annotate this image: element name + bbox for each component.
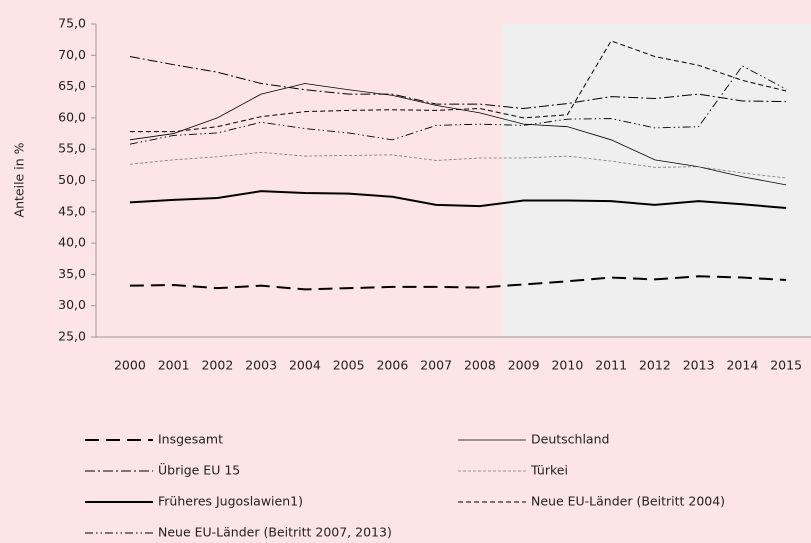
x-tick-label: 2015	[770, 358, 802, 373]
x-tick-label: 2003	[245, 358, 277, 373]
y-axis-label: Anteile in %	[12, 142, 27, 217]
x-tick-label: 2004	[289, 358, 321, 373]
x-tick-label: 2000	[114, 358, 146, 373]
shaded-region	[501, 24, 811, 337]
y-tick-label: 75,0	[58, 16, 86, 31]
x-tick-label: 2014	[726, 358, 758, 373]
y-tick-label: 60,0	[58, 109, 86, 124]
x-tick-label: 2009	[508, 358, 540, 373]
legend-label: Früheres Jugoslawien1)	[158, 494, 303, 509]
x-tick-label: 2011	[595, 358, 627, 373]
y-tick-label: 65,0	[58, 78, 86, 93]
series-line	[129, 40, 787, 133]
x-tick-label: 2013	[683, 358, 715, 373]
y-tick-label: 50,0	[58, 172, 86, 187]
y-tick-label: 35,0	[58, 266, 86, 281]
x-tick-label: 2002	[201, 358, 233, 373]
series-line	[129, 190, 787, 210]
x-tick-label: 2010	[551, 358, 583, 373]
x-tick-label: 2007	[420, 358, 452, 373]
x-tick-label: 2005	[333, 358, 365, 373]
series-line	[129, 275, 787, 291]
series-line	[129, 56, 787, 110]
y-tick-label: 45,0	[58, 203, 86, 218]
x-tick-label: 2006	[376, 358, 408, 373]
legend-label: Neue EU-Länder (Beitritt 2004)	[531, 494, 725, 509]
legend-label: Übrige EU 15	[158, 462, 240, 478]
x-tick-label: 2012	[639, 358, 671, 373]
legend-label: Türkei	[530, 463, 568, 478]
legend-label: Neue EU-Länder (Beitritt 2007, 2013)	[158, 525, 392, 540]
y-tick-label: 30,0	[58, 297, 86, 312]
x-tick-label: 2008	[464, 358, 496, 373]
legend-label: Deutschland	[531, 432, 609, 447]
y-tick-label: 55,0	[58, 141, 86, 156]
x-tick-label: 2001	[158, 358, 190, 373]
legend-label: Insgesamt	[158, 432, 223, 447]
y-tick-label: 25,0	[58, 329, 86, 344]
y-tick-label: 70,0	[58, 47, 86, 62]
y-tick-label: 40,0	[58, 235, 86, 250]
